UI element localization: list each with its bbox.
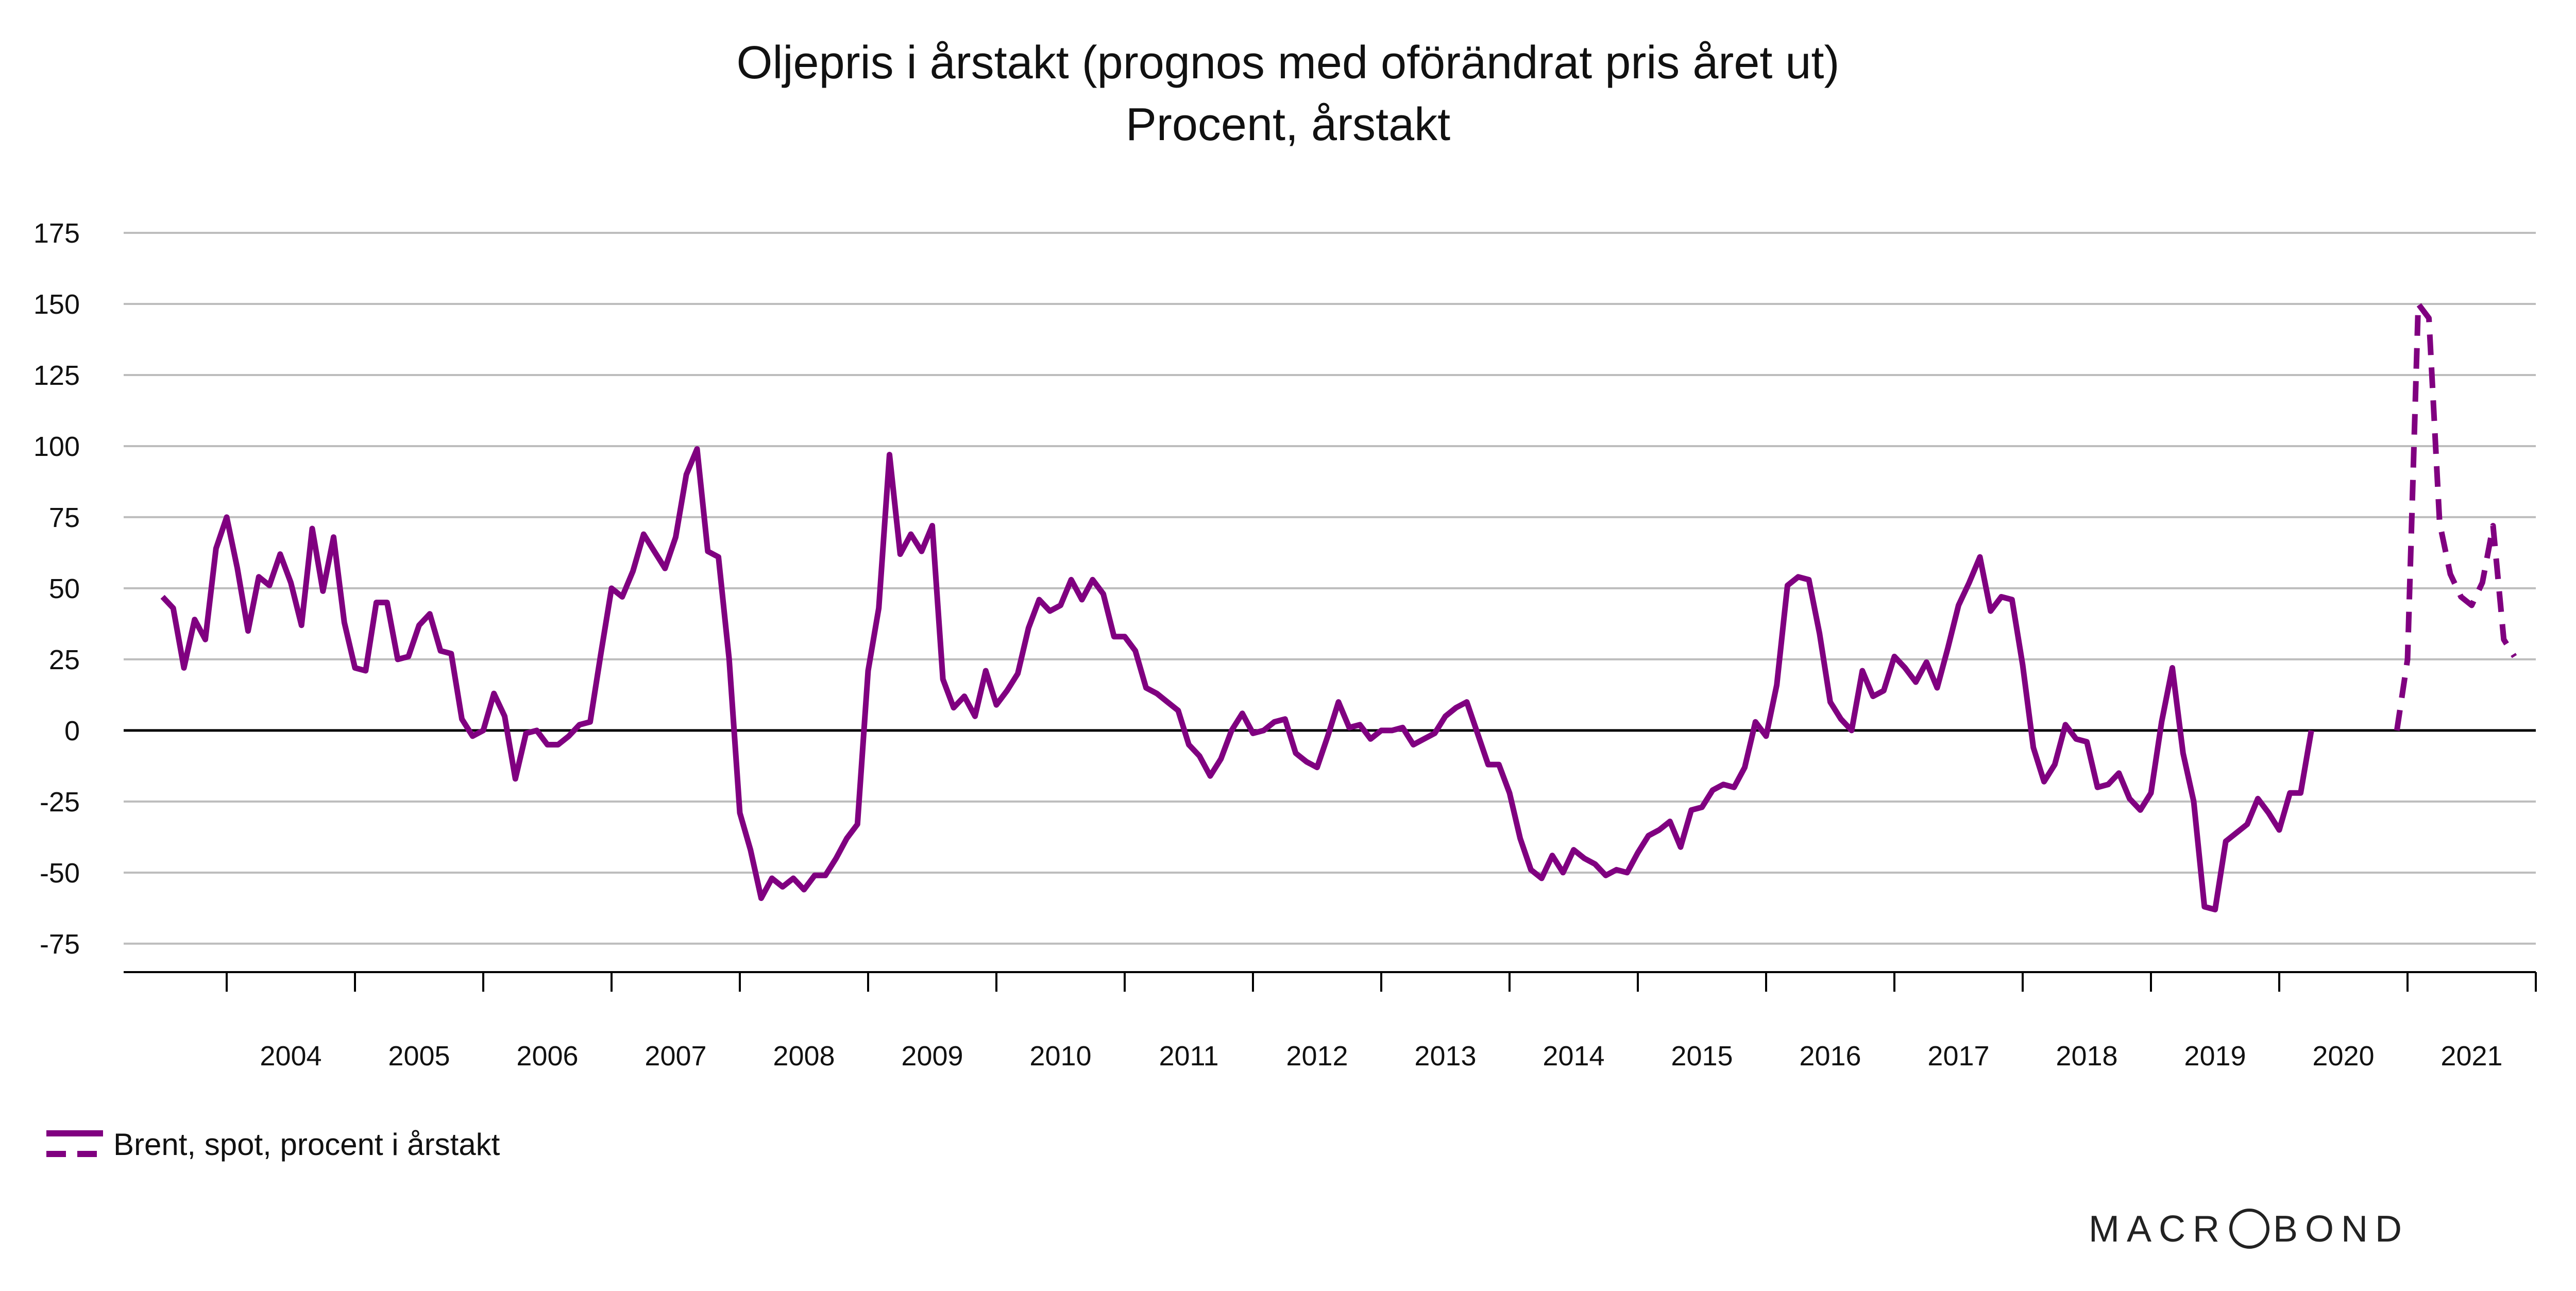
- y-tick-label: 150: [33, 289, 80, 320]
- y-tick-label: 50: [49, 573, 80, 604]
- x-tick-label: 2006: [516, 1041, 578, 1072]
- y-tick-label: -25: [40, 787, 80, 818]
- x-axis: 2004 2005 2006 2007 2008 2009 2010 2011 2012 2013…: [124, 971, 2537, 1072]
- x-tick-label: 2011: [1159, 1041, 1218, 1072]
- legend-label: Brent, spot, procent i årstakt: [113, 1127, 500, 1162]
- x-tick-label: 2017: [1927, 1041, 1989, 1072]
- y-tick-label: 175: [33, 218, 80, 249]
- series-line-actual: [160, 446, 2314, 913]
- series-line-forecast: [2394, 301, 2517, 731]
- x-tick-label: 2018: [2056, 1041, 2117, 1072]
- x-tick-label: 2019: [2184, 1041, 2246, 1072]
- y-tick-label: 0: [64, 716, 80, 746]
- series-lines: [160, 301, 2517, 913]
- x-tick-label: 2015: [1671, 1041, 1733, 1072]
- x-tick-label: 2005: [388, 1041, 450, 1072]
- x-tick-label: 2013: [1414, 1041, 1476, 1072]
- gridlines: [124, 232, 2536, 945]
- x-tick-label: 2007: [645, 1041, 706, 1072]
- x-tick-label: 2016: [1799, 1041, 1861, 1072]
- logo-ring-icon: [2229, 1209, 2269, 1249]
- legend: Brent, spot, procent i årstakt: [46, 1127, 500, 1162]
- logo-text-right: BOND: [2273, 1209, 2409, 1250]
- x-tick-label: 2012: [1286, 1041, 1348, 1072]
- x-tick-label: 2010: [1029, 1041, 1091, 1072]
- x-tick-label: 2004: [260, 1041, 321, 1072]
- x-tick-label: 2020: [2312, 1041, 2374, 1072]
- y-tick-label: 25: [49, 644, 80, 675]
- logo-text-left: MACR: [2089, 1209, 2227, 1250]
- y-axis-ticks: 175 150 125 100 75 50 25 0 -25 -50 -75: [33, 218, 80, 960]
- x-tick-label: 2009: [901, 1041, 963, 1072]
- y-tick-label: 75: [49, 502, 80, 533]
- y-tick-label: 100: [33, 431, 80, 462]
- y-tick-label: -75: [40, 929, 80, 960]
- y-tick-label: 125: [33, 360, 80, 391]
- y-tick-label: -50: [40, 858, 80, 889]
- macrobond-logo: MACR BOND: [2089, 1209, 2409, 1250]
- x-tick-label: 2021: [2441, 1041, 2502, 1072]
- chart-subtitle: Procent, årstakt: [1126, 99, 1450, 150]
- x-tick-label: 2008: [773, 1041, 835, 1072]
- x-tick-label: 2014: [1543, 1041, 1604, 1072]
- chart-title: Oljepris i årstakt (prognos med oförändr…: [737, 37, 1840, 89]
